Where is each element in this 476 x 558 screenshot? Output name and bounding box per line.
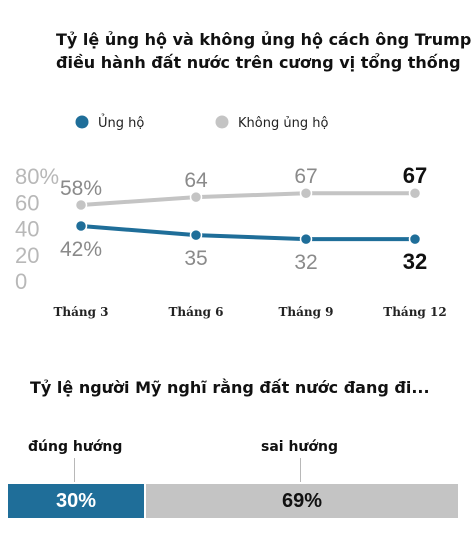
right-direction-label: đúng hướng [28, 439, 123, 455]
x-tick-label: Tháng 6 [168, 305, 223, 319]
y-tick-label: 80% [15, 164, 59, 189]
data-label-ung-ho: 32 [294, 251, 317, 274]
x-tick-label: Tháng 12 [383, 305, 446, 319]
chart-legend: Ủng hộ Không ủng hộ [75, 114, 328, 131]
point-khong-ung-ho [408, 186, 422, 200]
data-label-layer: 42% 35 32 32 58% 64 67 67 [60, 163, 427, 274]
y-tick-label: 20 [15, 243, 39, 268]
x-axis: Tháng 3 Tháng 6 Tháng 9 Tháng 12 [53, 305, 446, 319]
chart-title-line-2: điều hành đất nước trên cương vị tổng th… [56, 53, 461, 72]
direction-stacked-bar: 30% 69% [8, 484, 458, 518]
series-line-ung-ho [79, 223, 417, 242]
point-ung-ho [299, 232, 313, 246]
y-tick-label: 60 [15, 190, 39, 215]
y-tick-label: 0 [15, 269, 27, 294]
point-ung-ho [408, 232, 422, 246]
point-khong-ung-ho [299, 186, 313, 200]
right-direction-tick [74, 458, 75, 482]
data-label-khong-ung-ho: 67 [294, 165, 317, 188]
legend-marker-khong-ung-ho [215, 115, 229, 129]
right-direction-bar: 30% [8, 484, 144, 518]
data-label-khong-ung-ho: 58% [60, 177, 102, 200]
wrong-direction-label: sai hướng [261, 439, 338, 455]
legend-label-ung-ho: Ủng hộ [98, 114, 144, 131]
wrong-direction-tick [300, 458, 301, 482]
direction-chart-title: Tỷ lệ người Mỹ nghĩ rằng đất nước đang đ… [30, 378, 430, 397]
legend-label-khong-ung-ho: Không ủng hộ [238, 116, 328, 131]
wrong-direction-bar: 69% [144, 484, 458, 518]
data-label-ung-ho: 35 [184, 247, 207, 270]
point-ung-ho [189, 228, 203, 242]
x-tick-label: Tháng 3 [53, 305, 108, 319]
point-ung-ho [74, 219, 88, 233]
chart-title-line-1: Tỷ lệ ủng hộ và không ủng hộ cách ông Tr… [56, 30, 472, 49]
legend-marker-ung-ho [75, 115, 89, 129]
series-layer [74, 186, 422, 246]
data-label-ung-ho: 32 [403, 249, 427, 274]
data-label-khong-ung-ho: 64 [184, 169, 208, 192]
x-tick-label: Tháng 9 [278, 305, 333, 319]
chart-title: Tỷ lệ ủng hộ và không ủng hộ cách ông Tr… [56, 28, 472, 74]
data-label-khong-ung-ho: 67 [403, 163, 427, 188]
y-tick-label: 40 [15, 217, 39, 242]
point-khong-ung-ho [189, 190, 203, 204]
data-label-ung-ho: 42% [60, 238, 102, 261]
series-line-khong-ung-ho [79, 191, 417, 208]
point-khong-ung-ho [74, 198, 88, 212]
